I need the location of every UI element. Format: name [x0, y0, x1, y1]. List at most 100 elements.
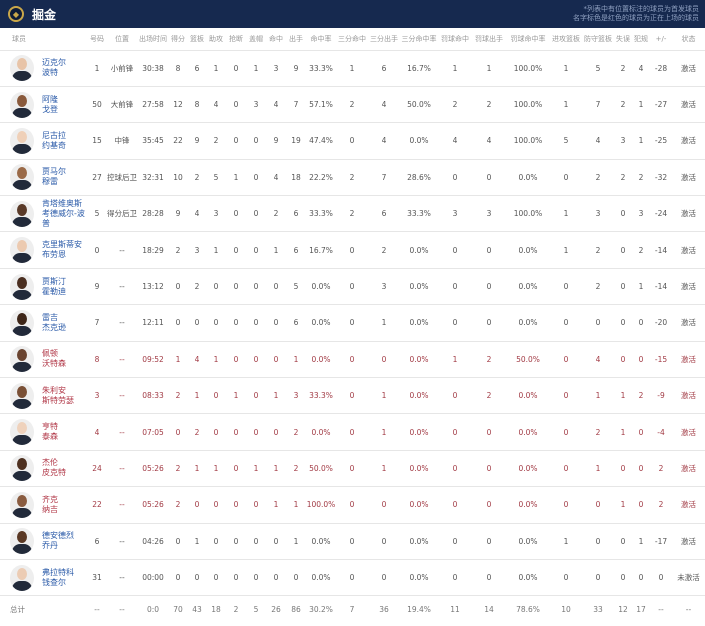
column-header[interactable]: 命中率: [310, 34, 332, 43]
stat-cell: 24: [88, 449, 106, 487]
column-header[interactable]: 命中: [269, 34, 283, 43]
total-cell: --: [650, 595, 672, 622]
player-avatar[interactable]: [10, 491, 34, 518]
column-header[interactable]: 球员: [12, 34, 26, 43]
player-name-link[interactable]: 贾斯汀 霍勒迪: [42, 276, 66, 296]
stat-cell: 0: [246, 122, 266, 160]
total-cell: 43: [188, 595, 206, 622]
total-cell: 14: [472, 595, 506, 622]
player-avatar[interactable]: [10, 91, 34, 118]
player-name-link[interactable]: 朱利安 斯特劳瑟: [42, 385, 74, 405]
player-avatar[interactable]: [10, 346, 34, 373]
stat-cell: 0: [206, 413, 226, 451]
player-avatar[interactable]: [10, 528, 34, 555]
stat-cell: 0: [336, 122, 368, 160]
stat-cell: --: [106, 377, 138, 414]
player-cell: 朱利安 斯特劳瑟: [0, 377, 88, 414]
column-header[interactable]: 出手: [289, 34, 303, 43]
stat-cell: -9: [650, 377, 672, 414]
column-header[interactable]: 盖帽: [249, 34, 263, 43]
player-name-link[interactable]: 齐克 纳吉: [42, 494, 58, 514]
stat-cell: 100.0%: [506, 49, 550, 87]
stat-cell: 1: [286, 486, 306, 524]
column-header[interactable]: 抢断: [229, 34, 243, 43]
stat-cell: 0: [438, 377, 472, 414]
stat-cell: 50.0%: [506, 340, 550, 378]
player-name-link[interactable]: 肯塔维奥斯 考德威尔-波普: [42, 198, 85, 228]
player-avatar[interactable]: [10, 564, 34, 591]
stat-cell: 57.1%: [306, 85, 336, 123]
stat-cell: 0: [226, 85, 246, 123]
player-avatar[interactable]: [10, 237, 34, 264]
column-header[interactable]: 罚球命中率: [510, 34, 546, 43]
player-name-link[interactable]: 雷吉 杰克逊: [42, 312, 66, 332]
column-header[interactable]: 进攻篮板: [552, 34, 580, 43]
player-name-link[interactable]: 贾马尔 穆雷: [42, 167, 66, 187]
total-cell: 78.6%: [506, 595, 550, 622]
player-name-link[interactable]: 德安德烈 乔丹: [42, 531, 74, 551]
stat-cell: 0: [550, 558, 582, 596]
stat-cell: 0: [226, 486, 246, 524]
column-header[interactable]: 得分: [171, 34, 185, 43]
stat-cell: 0: [614, 195, 632, 232]
stat-cell: 2: [614, 49, 632, 87]
player-avatar[interactable]: [10, 127, 34, 154]
stat-cell: 4: [188, 340, 206, 378]
stat-cell: 0: [650, 558, 672, 596]
player-avatar[interactable]: [10, 455, 34, 482]
player-avatar[interactable]: [10, 273, 34, 300]
column-header[interactable]: 失误: [616, 34, 630, 43]
column-header[interactable]: 防守篮板: [584, 34, 612, 43]
player-avatar[interactable]: [10, 382, 34, 409]
column-header[interactable]: 助攻: [209, 34, 223, 43]
player-avatar[interactable]: [10, 55, 34, 82]
stat-cell: 0: [368, 558, 400, 596]
stat-cell: 16.7%: [400, 49, 438, 87]
column-header[interactable]: 犯规: [634, 34, 648, 43]
player-avatar[interactable]: [10, 419, 34, 446]
column-header[interactable]: 三分命中: [338, 34, 366, 43]
player-name-link[interactable]: 杰伦 皮克特: [42, 458, 66, 478]
player-name-link[interactable]: 佩顿 沃特森: [42, 349, 66, 369]
total-cell: 70: [168, 595, 188, 622]
column-header[interactable]: 三分出手: [370, 34, 398, 43]
column-header[interactable]: 三分命中率: [401, 34, 437, 43]
stat-cell: 1: [206, 49, 226, 87]
column-header[interactable]: 号码: [90, 34, 104, 43]
stat-cell: 得分后卫: [106, 195, 138, 232]
player-avatar[interactable]: [10, 164, 34, 191]
stat-cell: --: [106, 340, 138, 378]
player-name-link[interactable]: 阿隆 戈登: [42, 94, 58, 114]
stat-cell: 1: [206, 340, 226, 378]
column-header[interactable]: +/-: [655, 34, 667, 43]
player-name-link[interactable]: 亨特 泰森: [42, 422, 58, 442]
player-avatar[interactable]: [10, 309, 34, 336]
stat-cell: 100.0%: [306, 486, 336, 524]
stat-cell: 0: [226, 49, 246, 87]
stat-cell: 激活: [672, 413, 705, 451]
column-header[interactable]: 罚球命中: [441, 34, 469, 43]
player-row: 阿隆 戈登 50 大前锋 27:58 12 8 4 0 3 4 7 57.1% 2 4 50.0% 2 2 100.…: [0, 85, 705, 123]
player-name-link[interactable]: 迈克尔 波特: [42, 58, 66, 78]
stat-cell: 0.0%: [506, 231, 550, 269]
player-name-link[interactable]: 尼古拉 约基奇: [42, 130, 66, 150]
stat-cell: 0.0%: [306, 340, 336, 378]
stat-cell: 0: [550, 486, 582, 524]
player-avatar[interactable]: [10, 200, 34, 227]
box-score-table: 球员 号码 位置 出场时间 得分 篮板 助攻 抢断 盖帽 命中 出手 命中率 三分命中 三分出手 三分命中率…: [0, 28, 705, 622]
stat-cell: 0.0%: [306, 522, 336, 560]
column-header[interactable]: 篮板: [190, 34, 204, 43]
column-header[interactable]: 状态: [681, 34, 696, 43]
column-header[interactable]: 位置: [115, 34, 129, 43]
column-header[interactable]: 罚球出手: [475, 34, 503, 43]
total-cell: 2: [226, 595, 246, 622]
column-header[interactable]: 出场时间: [139, 34, 167, 43]
stat-cell: 27:58: [138, 85, 168, 123]
stat-cell: 4: [266, 85, 286, 123]
stat-cell: 1: [368, 449, 400, 487]
stat-cell: 小前锋: [106, 49, 138, 87]
player-name-link[interactable]: 弗拉特科 钱查尔: [42, 567, 74, 587]
player-name-link[interactable]: 克里斯蒂安 布劳恩: [42, 240, 82, 260]
stat-cell: 0: [438, 558, 472, 596]
stat-cell: 0: [266, 522, 286, 560]
